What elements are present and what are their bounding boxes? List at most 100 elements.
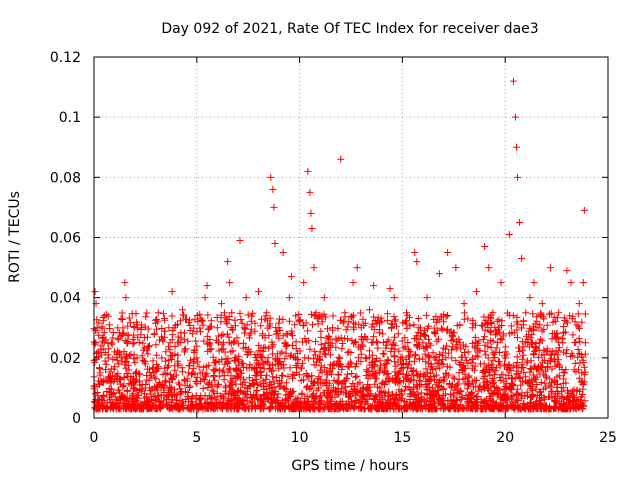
data-point <box>226 279 234 287</box>
data-point <box>291 354 299 362</box>
data-point <box>193 354 201 362</box>
data-point <box>460 300 468 308</box>
data-point <box>361 354 369 362</box>
data-point <box>166 339 174 347</box>
data-point <box>374 339 382 347</box>
data-point <box>296 318 304 326</box>
data-point <box>386 285 394 293</box>
data-point <box>328 324 336 332</box>
data-point <box>407 348 415 356</box>
data-point <box>514 173 522 181</box>
data-point <box>452 264 460 272</box>
data-point <box>119 330 127 338</box>
data-point <box>518 255 526 263</box>
data-point <box>431 330 439 338</box>
x-tick-label: 0 <box>90 430 99 446</box>
data-point <box>250 366 258 374</box>
x-tick-label: 15 <box>393 430 411 446</box>
y-tick-label: 0.02 <box>50 351 81 367</box>
data-point <box>320 294 328 302</box>
data-point <box>275 324 283 332</box>
y-tick-label: 0.1 <box>59 110 81 126</box>
data-point <box>324 339 332 347</box>
data-point <box>316 348 324 356</box>
data-point <box>306 188 314 196</box>
data-point <box>121 279 129 287</box>
data-point <box>133 354 141 362</box>
data-point <box>485 264 493 272</box>
data-point <box>310 264 318 272</box>
data-point <box>513 143 521 151</box>
data-point <box>542 348 550 356</box>
data-point <box>300 279 308 287</box>
data-point <box>129 378 137 386</box>
y-axis-label: ROTI / TECUs <box>7 191 23 283</box>
data-point <box>435 270 443 278</box>
data-point <box>571 318 579 326</box>
data-point <box>96 369 104 377</box>
data-point <box>178 306 186 314</box>
data-point <box>349 279 357 287</box>
data-point <box>341 309 349 317</box>
y-tick-label: 0 <box>72 411 81 427</box>
data-point <box>411 249 419 257</box>
data-point <box>509 77 517 85</box>
data-point <box>242 294 250 302</box>
data-point <box>254 288 262 296</box>
data-point <box>378 318 386 326</box>
data-point <box>180 348 188 356</box>
data-point <box>357 324 365 332</box>
data-point <box>189 330 197 338</box>
data-point <box>534 324 542 332</box>
axis-ticks: 0 5 10 15 20 25 0 0.02 0.04 0.06 0.08 0.1 0.12 <box>50 50 617 446</box>
data-point <box>345 348 353 356</box>
data-point <box>125 366 133 374</box>
data-point <box>267 173 275 181</box>
data-point <box>370 282 378 290</box>
data-point <box>236 237 244 245</box>
data-point <box>337 155 345 163</box>
data-point <box>390 294 398 302</box>
data-point <box>489 309 497 317</box>
data-point <box>472 288 480 296</box>
data-point <box>197 315 205 323</box>
data-point <box>271 240 279 248</box>
data-point <box>579 279 587 287</box>
data-point <box>287 273 295 281</box>
data-point <box>511 113 519 121</box>
x-tick-label: 5 <box>192 430 201 446</box>
data-point <box>94 348 102 356</box>
data-point <box>501 348 509 356</box>
data-point <box>205 339 213 347</box>
data-point <box>366 306 374 314</box>
data-point <box>123 339 131 347</box>
data-point <box>220 339 228 347</box>
data-point <box>111 348 119 356</box>
y-tick-label: 0.06 <box>50 231 81 247</box>
x-tick-label: 10 <box>291 430 309 446</box>
data-point <box>154 318 162 326</box>
data-point <box>353 264 361 272</box>
data-point <box>168 288 176 296</box>
chart-title: Day 092 of 2021, Rate Of TEC Index for r… <box>161 21 538 37</box>
data-point <box>162 378 170 386</box>
data-point <box>464 348 472 356</box>
data-point <box>516 218 524 226</box>
data-point <box>398 354 406 362</box>
data-point <box>530 279 538 287</box>
dense-sample-band <box>90 309 589 413</box>
data-point <box>559 339 567 347</box>
data-point <box>444 249 452 257</box>
data-point <box>505 230 513 238</box>
data-point <box>580 206 588 214</box>
data-point <box>546 264 554 272</box>
data-point <box>281 339 289 347</box>
data-point <box>312 309 320 317</box>
data-point <box>555 309 563 317</box>
data-point <box>115 360 123 368</box>
data-point <box>259 330 267 338</box>
dense-sample-markers <box>90 309 589 413</box>
data-point <box>141 360 149 368</box>
data-point <box>246 348 254 356</box>
x-tick-label: 20 <box>496 430 514 446</box>
